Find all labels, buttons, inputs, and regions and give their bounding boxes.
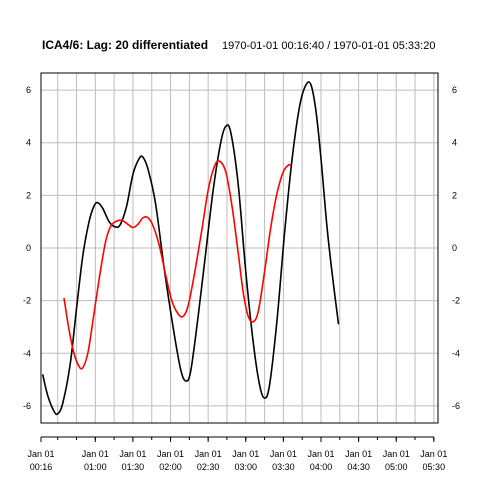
x-tick-label-time: 04:00: [310, 462, 333, 472]
y-tick-label-right: 4: [452, 138, 457, 148]
x-tick-label-date: Jan 01: [195, 449, 222, 459]
series-line-2: [63, 160, 292, 370]
y-tick-label-right: -6: [452, 401, 460, 411]
y-tick-label-left: 0: [26, 243, 31, 253]
y-tick-label-left: 4: [26, 138, 31, 148]
y-tick-label-left: 2: [26, 190, 31, 200]
x-tick-label-date: Jan 01: [345, 449, 372, 459]
x-tick-label-time: 02:00: [159, 462, 182, 472]
series-lines: [41, 81, 340, 416]
x-tick-label-date: Jan 01: [420, 449, 447, 459]
x-tick-label-date: Jan 01: [232, 449, 259, 459]
y-tick-label-left: -2: [23, 296, 31, 306]
x-tick-label-time: 05:30: [423, 462, 446, 472]
y-tick-label-right: -2: [452, 296, 460, 306]
x-tick-label-time: 00:16: [30, 462, 53, 472]
y-tick-label-left: -6: [23, 401, 31, 411]
y-tick-label-right: 0: [452, 243, 457, 253]
y-tick-label-right: -4: [452, 348, 460, 358]
x-tick-label-time: 01:00: [84, 462, 107, 472]
x-tick-label-time: 05:00: [385, 462, 408, 472]
x-tick-label-date: Jan 01: [383, 449, 410, 459]
series-line-1: [41, 81, 340, 416]
x-tick-label-time: 03:30: [272, 462, 295, 472]
chart-title: ICA4/6: Lag: 20 differentiated: [42, 38, 208, 52]
x-tick-label-time: 01:30: [122, 462, 145, 472]
x-tick-label-time: 02:30: [197, 462, 220, 472]
plot-box: [40, 72, 439, 424]
y-tick-label-left: 6: [26, 85, 31, 95]
x-tick-label-time: 03:00: [235, 462, 258, 472]
x-tick-label-date: Jan 01: [119, 449, 146, 459]
chart-subtitle: 1970-01-01 00:16:40 / 1970-01-01 05:33:2…: [222, 40, 435, 52]
x-tick-label-date: Jan 01: [27, 449, 54, 459]
x-tick-label-date: Jan 01: [270, 449, 297, 459]
y-tick-label-left: -4: [23, 348, 31, 358]
y-tick-label-right: 6: [452, 85, 457, 95]
x-tick-label-date: Jan 01: [307, 449, 334, 459]
grid: [41, 73, 438, 423]
y-tick-label-right: 2: [452, 190, 457, 200]
x-tick-label-time: 04:30: [347, 462, 370, 472]
x-tick-label-date: Jan 01: [157, 449, 184, 459]
axes: -6 -6 -4 -4 -2 -2 0 0 2 2 4 4 6 6 Jan 01 00:16 Jan 01 01:…: [23, 85, 460, 472]
x-tick-label-date: Jan 01: [82, 449, 109, 459]
